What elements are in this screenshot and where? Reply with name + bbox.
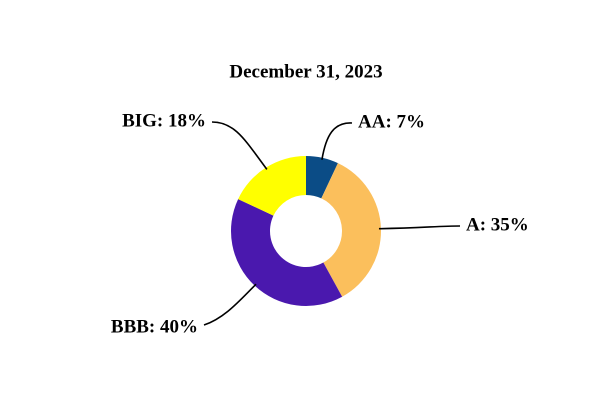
slice-label: BIG: 18%: [122, 110, 206, 131]
chart-title: December 31, 2023: [229, 61, 382, 82]
leader-line: [211, 121, 268, 170]
donut-slice: [321, 163, 381, 297]
slice-label: A: 35%: [466, 214, 529, 235]
leader-line: [378, 225, 461, 230]
donut-slice: [231, 199, 343, 306]
leader-line: [321, 122, 353, 160]
donut-slice: [306, 156, 338, 199]
slice-label: AA: 7%: [358, 111, 425, 132]
donut-slice: [238, 156, 306, 216]
slice-label: BBB: 40%: [111, 316, 198, 337]
leader-line: [203, 283, 257, 326]
